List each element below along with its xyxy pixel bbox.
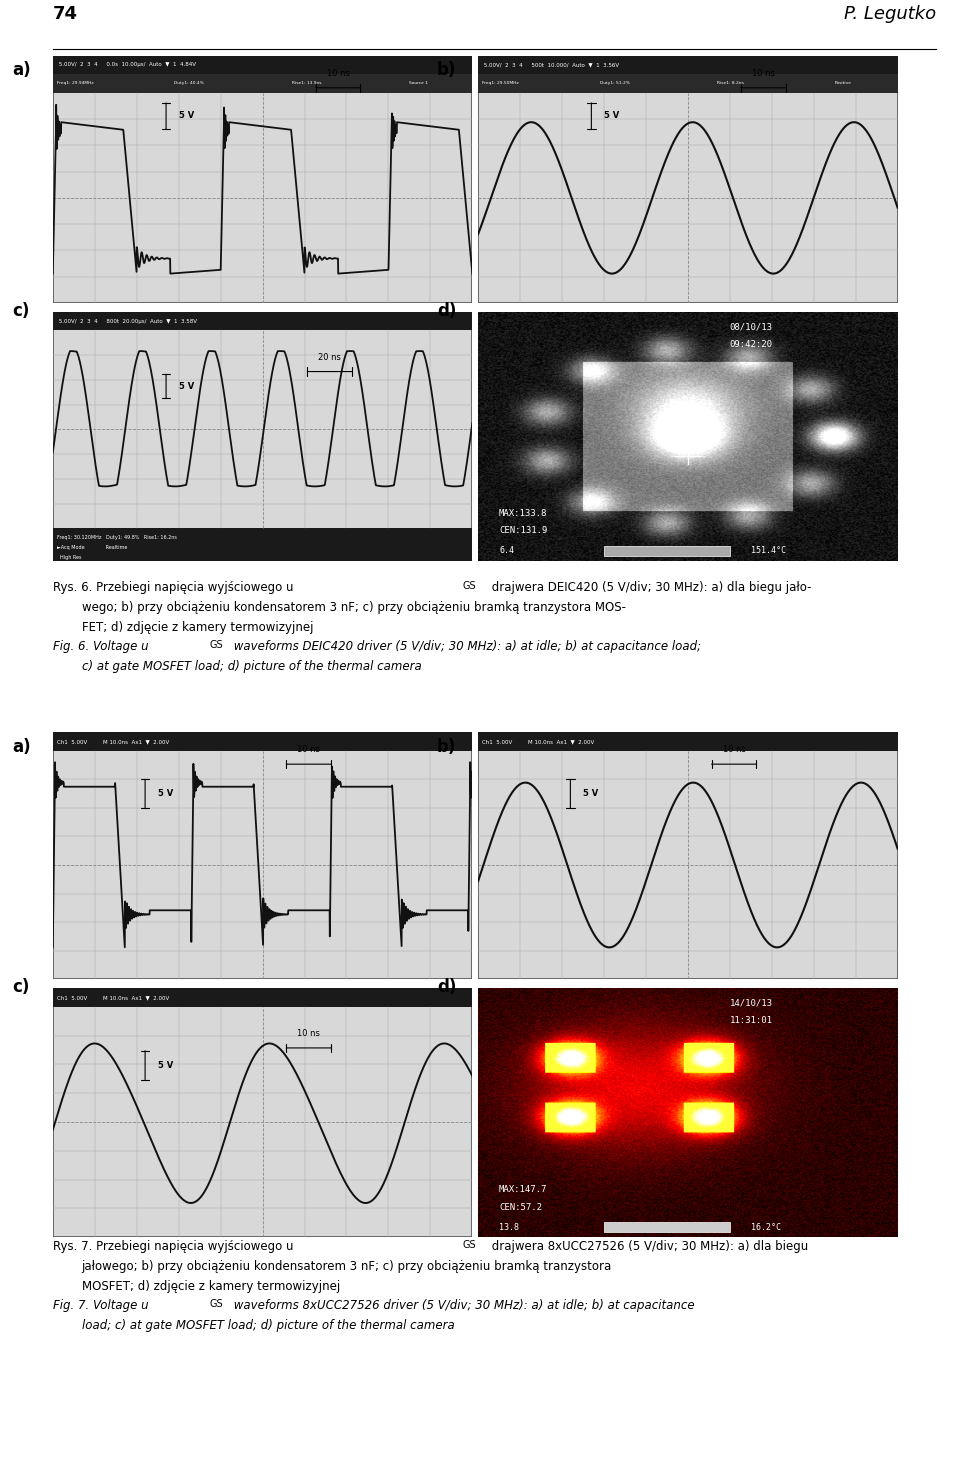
Text: Freq1: 29.50MHz: Freq1: 29.50MHz bbox=[482, 82, 519, 85]
Text: MAX:133.8: MAX:133.8 bbox=[499, 509, 547, 518]
Text: 14/10/13: 14/10/13 bbox=[730, 998, 773, 1007]
Text: Freq1: 29.94MHz: Freq1: 29.94MHz bbox=[57, 82, 94, 85]
Text: High Res: High Res bbox=[952, 82, 960, 85]
Text: 5 V: 5 V bbox=[157, 1061, 173, 1070]
Bar bbox=[53, 56, 472, 75]
Text: Positive: Positive bbox=[834, 82, 852, 85]
Text: Fig. 7. Voltage u: Fig. 7. Voltage u bbox=[53, 1300, 149, 1312]
Text: P. Legutko: P. Legutko bbox=[844, 6, 936, 23]
Text: GS: GS bbox=[209, 640, 223, 650]
Text: Rise1: 8.2ns: Rise1: 8.2ns bbox=[717, 82, 744, 85]
Text: 5 V: 5 V bbox=[179, 382, 194, 391]
Text: Clear Meas: Clear Meas bbox=[762, 82, 786, 85]
Bar bbox=[53, 75, 472, 92]
Text: Ch1  5.00V         M 10.0ns  Ax1  ▼  2.00V: Ch1 5.00V M 10.0ns Ax1 ▼ 2.00V bbox=[57, 996, 169, 1000]
Text: Duty1: 40.4%: Duty1: 40.4% bbox=[175, 82, 204, 85]
Text: FET; d) zdjęcie z kamery termowizyjnej: FET; d) zdjęcie z kamery termowizyjnej bbox=[82, 621, 313, 634]
Text: CEN:57.2: CEN:57.2 bbox=[499, 1203, 542, 1212]
Text: Thresholds: Thresholds bbox=[879, 82, 903, 85]
Text: a): a) bbox=[12, 61, 31, 79]
Text: Source 1: Source 1 bbox=[409, 82, 428, 85]
Text: 11:31:01: 11:31:01 bbox=[730, 1016, 773, 1025]
Text: 08/10/13: 08/10/13 bbox=[730, 322, 773, 331]
Text: Fig. 6. Voltage u: Fig. 6. Voltage u bbox=[53, 640, 149, 653]
Bar bbox=[53, 988, 472, 1007]
Text: Rys. 7. Przebiegi napięcia wyjściowego u: Rys. 7. Przebiegi napięcia wyjściowego u bbox=[53, 1240, 294, 1253]
Text: GS: GS bbox=[463, 581, 476, 591]
Text: 20 ns: 20 ns bbox=[319, 353, 341, 362]
Text: waveforms 8xUCC27526 driver (5 V/div; 30 MHz): a) at idle; b) at capacitance: waveforms 8xUCC27526 driver (5 V/div; 30… bbox=[230, 1300, 695, 1312]
Text: Rise1: 13.9ns: Rise1: 13.9ns bbox=[292, 82, 322, 85]
Text: load; c) at gate MOSFET load; d) picture of the thermal camera: load; c) at gate MOSFET load; d) picture… bbox=[82, 1319, 454, 1332]
Text: 5.00V/  2  3  4     800t  20.00μs/  Auto  ▼  1  3.58V: 5.00V/ 2 3 4 800t 20.00μs/ Auto ▼ 1 3.58… bbox=[57, 319, 197, 324]
Text: 6.4: 6.4 bbox=[499, 546, 514, 555]
Text: 5 V: 5 V bbox=[157, 789, 173, 798]
Text: Freq1: 30.120MHz   Duty1: 49.8%   Rise1: 16.2ns: Freq1: 30.120MHz Duty1: 49.8% Rise1: 16.… bbox=[57, 534, 177, 540]
Bar bbox=[53, 732, 472, 751]
Text: 13.8: 13.8 bbox=[499, 1222, 519, 1231]
Text: 5 V: 5 V bbox=[583, 789, 598, 798]
Text: 10 ns: 10 ns bbox=[298, 745, 320, 754]
Text: MOSFET; d) zdjęcie z kamery termowizyjnej: MOSFET; d) zdjęcie z kamery termowizyjne… bbox=[82, 1280, 340, 1293]
Text: waveforms DEIC420 driver (5 V/div; 30 MHz): a) at idle; b) at capacitance load;: waveforms DEIC420 driver (5 V/div; 30 MH… bbox=[230, 640, 702, 653]
Text: jałowego; b) przy obciążeniu kondensatorem 3 nF; c) przy obciążeniu bramką tranz: jałowego; b) przy obciążeniu kondensator… bbox=[82, 1259, 612, 1272]
Text: ►Acq Mode              Realtime: ►Acq Mode Realtime bbox=[57, 545, 128, 550]
Bar bbox=[604, 1222, 730, 1233]
Text: 10 ns: 10 ns bbox=[326, 69, 349, 78]
Text: a): a) bbox=[12, 738, 31, 755]
Text: c): c) bbox=[12, 302, 30, 319]
Bar bbox=[478, 56, 898, 75]
Text: 5.00V/  2  3  4     500t  10.000/  Auto  ▼  1  3.56V: 5.00V/ 2 3 4 500t 10.000/ Auto ▼ 1 3.56V bbox=[482, 63, 619, 67]
Text: 16.2°C: 16.2°C bbox=[751, 1222, 780, 1231]
Text: Measure Rise: Measure Rise bbox=[644, 82, 674, 85]
Text: 09:42:20: 09:42:20 bbox=[730, 340, 773, 348]
Text: Ch1  5.00V         M 10.0ns  Ax1  ▼  2.00V: Ch1 5.00V M 10.0ns Ax1 ▼ 2.00V bbox=[482, 739, 594, 744]
Text: Rys. 6. Przebiegi napięcia wyjściowego u: Rys. 6. Przebiegi napięcia wyjściowego u bbox=[53, 581, 294, 594]
Text: GS: GS bbox=[463, 1240, 476, 1250]
Bar bbox=[53, 312, 472, 331]
Text: GS: GS bbox=[209, 1300, 223, 1309]
Text: High Res: High Res bbox=[57, 555, 82, 561]
Text: drajwera DEIC420 (5 V/div; 30 MHz): a) dla biegu jało-: drajwera DEIC420 (5 V/div; 30 MHz): a) d… bbox=[488, 581, 811, 594]
Text: c): c) bbox=[12, 978, 30, 996]
Bar bbox=[604, 546, 730, 556]
Text: 5 V: 5 V bbox=[604, 111, 619, 120]
Text: b): b) bbox=[437, 738, 456, 755]
Text: c) at gate MOSFET load; d) picture of the thermal camera: c) at gate MOSFET load; d) picture of th… bbox=[82, 660, 421, 673]
Text: 10 ns: 10 ns bbox=[298, 1029, 320, 1038]
Text: 10 ns: 10 ns bbox=[723, 745, 745, 754]
Text: 5 V: 5 V bbox=[179, 111, 194, 120]
Text: MAX:147.7: MAX:147.7 bbox=[499, 1186, 547, 1195]
Text: d): d) bbox=[437, 978, 456, 996]
Bar bbox=[478, 75, 898, 92]
Text: 5.00V/  2  3  4     0.0s  10.00μs/  Auto  ▼  1  4.84V: 5.00V/ 2 3 4 0.0s 10.00μs/ Auto ▼ 1 4.84… bbox=[57, 63, 196, 67]
Bar bbox=[53, 529, 472, 561]
Text: Duty1: 51.2%: Duty1: 51.2% bbox=[600, 82, 630, 85]
Text: Ch1  5.00V         M 10.0ns  Ax1  ▼  2.00V: Ch1 5.00V M 10.0ns Ax1 ▼ 2.00V bbox=[57, 739, 169, 744]
Bar bbox=[478, 732, 898, 751]
Text: wego; b) przy obciążeniu kondensatorem 3 nF; c) przy obciążeniu bramką tranzysto: wego; b) przy obciążeniu kondensatorem 3… bbox=[82, 600, 626, 613]
Text: Select: Rise: Select: Rise bbox=[527, 82, 553, 85]
Text: 10 ns: 10 ns bbox=[752, 69, 775, 78]
Text: drajwera 8xUCC27526 (5 V/div; 30 MHz): a) dla biegu: drajwera 8xUCC27526 (5 V/div; 30 MHz): a… bbox=[488, 1240, 808, 1253]
Text: 151.4°C: 151.4°C bbox=[751, 546, 786, 555]
Text: b): b) bbox=[437, 61, 456, 79]
Text: CEN:131.9: CEN:131.9 bbox=[499, 527, 547, 536]
Text: 74: 74 bbox=[53, 6, 78, 23]
Text: d): d) bbox=[437, 302, 456, 319]
